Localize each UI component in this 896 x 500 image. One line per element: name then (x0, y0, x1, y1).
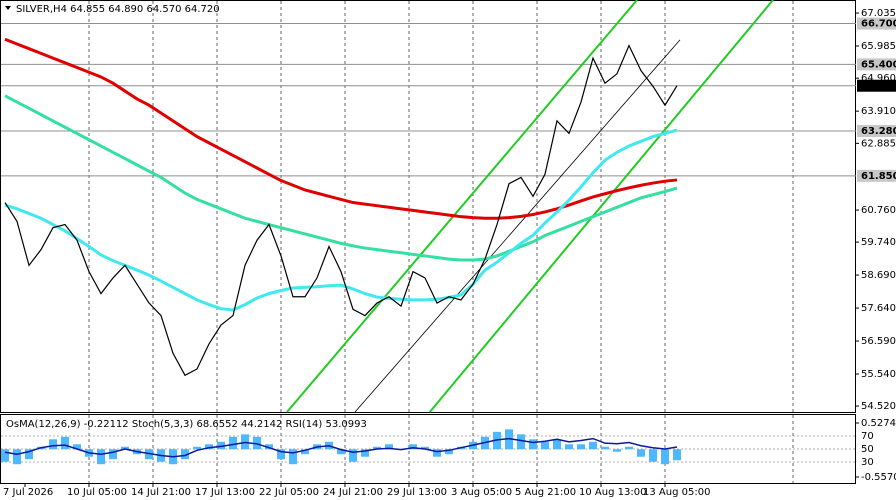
y-tick-label: 63.910 (861, 106, 896, 117)
osma-bar (649, 449, 657, 462)
y-tick-label: 57.640 (861, 303, 896, 314)
trend-line (286, 0, 638, 413)
x-tick-label: 10 Jul 05:00 (67, 487, 127, 498)
y-tick-label: 54.520 (861, 401, 896, 412)
osma-bar (673, 449, 681, 461)
series-line (4, 128, 678, 312)
osma-bar (541, 441, 549, 450)
level-label: 63.280 (861, 126, 896, 137)
osma-bar (289, 449, 297, 465)
y-tick-label: 55.540 (861, 369, 896, 380)
level-label: 65.400 (861, 59, 896, 70)
osma-bar (601, 446, 609, 450)
osma-bar (625, 446, 633, 450)
y-tick-label: 62.885 (861, 138, 896, 149)
y-tick-label: 67.035 (861, 8, 896, 19)
x-tick-label: 13 Aug 05:00 (643, 487, 710, 498)
x-tick-label: 22 Jul 05:00 (259, 487, 319, 498)
level-label: 64.720 (861, 81, 896, 92)
osma-bar (193, 446, 201, 450)
osma-bar (577, 444, 585, 450)
x-tick-label: 5 Aug 21:00 (515, 487, 576, 498)
osma-bar (361, 449, 369, 457)
osma-bar (613, 449, 621, 452)
y-tick-label: 58.690 (861, 270, 896, 281)
osma-bar (229, 436, 237, 450)
level-label-box (857, 79, 896, 92)
osma-bar (409, 444, 417, 450)
series-line (4, 44, 678, 377)
osma-bar (301, 449, 309, 455)
osc-tick-label: 30 (861, 457, 874, 468)
osma-bar (97, 449, 105, 465)
osma-bar (73, 444, 81, 450)
osma-bar (1, 449, 9, 462)
trend-line (354, 39, 681, 413)
osma-bar (217, 441, 225, 450)
osc-tick-label: 0.52749 (861, 418, 896, 429)
level-label: 61.850 (861, 171, 896, 182)
osma-bar (517, 434, 525, 450)
osma-bar (385, 444, 393, 450)
x-tick-label: 14 Jul 21:00 (131, 487, 191, 498)
osma-bar (205, 444, 213, 450)
dropdown-arrow (5, 6, 11, 10)
osma-bar (529, 439, 537, 450)
level-label-box (857, 169, 896, 182)
osma-bar (277, 449, 285, 460)
osma-bar (421, 446, 429, 450)
x-tick-label: 3 Aug 05:00 (451, 487, 512, 498)
y-tick-label: 59.740 (861, 237, 896, 248)
y-tick-label: 60.760 (861, 205, 896, 216)
osma-bar (181, 449, 189, 460)
osma-bar (661, 449, 669, 465)
osma-bar (589, 441, 597, 450)
main-panel-frame (0, 0, 856, 413)
osma-bar (121, 446, 129, 450)
osc-tick-label: 70 (861, 431, 874, 442)
y-tick-label: 65.985 (861, 41, 896, 52)
series-line (4, 94, 678, 262)
osc-tick-label: -0.55703 (861, 472, 896, 483)
osma-bar (373, 446, 381, 450)
x-tick-label: 24 Jul 21:00 (323, 487, 383, 498)
level-label: 66.700 (861, 19, 896, 30)
x-tick-label: 10 Aug 13:00 (579, 487, 646, 498)
y-tick-label: 64.960 (861, 73, 896, 84)
osma-bar (265, 444, 273, 450)
oscillator-panel-frame (0, 414, 856, 484)
chart-header: SILVER,H4 64.855 64.890 64.570 64.720 (16, 4, 220, 15)
level-label-box (857, 17, 896, 30)
level-label-box (857, 58, 896, 71)
y-tick-label: 56.590 (861, 336, 896, 347)
osma-bar (565, 444, 573, 450)
series-line (4, 37, 678, 220)
osma-bar (637, 449, 645, 457)
oscillator-header: OsMA(12,26,9) -0.22112 Stoch(5,3,3) 68.6… (6, 419, 367, 430)
osma-bar (553, 439, 561, 450)
osc-tick-label: 50 (861, 444, 874, 455)
x-tick-label: 17 Jul 13:00 (195, 487, 255, 498)
osma-bar (337, 449, 345, 455)
osma-bar (109, 449, 117, 460)
osma-bar (433, 449, 441, 457)
osma-bar (253, 436, 261, 450)
osma-bar (25, 449, 33, 460)
x-tick-label: 7 Jul 2026 (3, 487, 53, 498)
osma-bar (13, 449, 21, 465)
level-label-box (857, 124, 896, 137)
osma-bar (445, 449, 453, 455)
osma-bar (49, 439, 57, 450)
rsi-line (4, 437, 678, 458)
trend-line (429, 0, 774, 413)
osma-bar (349, 449, 357, 462)
x-tick-label: 29 Jul 13:00 (387, 487, 447, 498)
osma-bar (61, 436, 69, 450)
